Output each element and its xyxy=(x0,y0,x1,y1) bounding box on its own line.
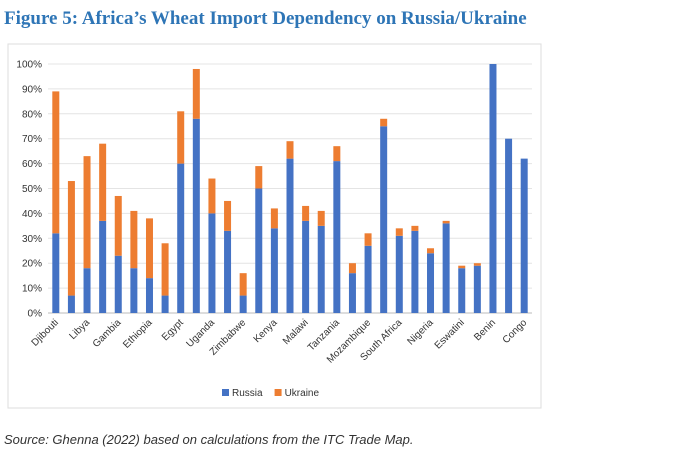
bar-segment xyxy=(130,268,138,313)
bar-segment xyxy=(348,273,356,313)
x-tick-label: Egypt xyxy=(160,317,186,343)
x-tick-label: Gambia xyxy=(91,317,124,350)
bar-segment xyxy=(489,64,497,313)
bar-segment xyxy=(192,118,200,313)
x-tick-label: Malawi xyxy=(281,317,311,347)
bar-segment xyxy=(520,158,528,313)
bar-segment xyxy=(224,200,232,231)
x-tick-label: Nigeria xyxy=(405,317,435,347)
source-note: Source: Ghenna (2022) based on calculati… xyxy=(4,432,413,447)
bar-segment xyxy=(442,223,450,313)
bar-segment xyxy=(286,158,294,313)
bar-segment xyxy=(161,295,169,313)
bar-segment xyxy=(333,161,341,313)
bar-segment xyxy=(270,208,278,229)
y-tick-label: 0% xyxy=(28,309,43,320)
bar-segment xyxy=(99,143,107,221)
legend-label: Ukraine xyxy=(285,388,320,399)
x-tick-label: Benin xyxy=(472,317,498,343)
legend-swatch xyxy=(222,389,229,396)
bar-segment xyxy=(505,138,513,313)
bar-segment xyxy=(177,163,185,313)
bar-segment xyxy=(83,156,91,269)
bar-segment xyxy=(442,220,450,224)
bar-segment xyxy=(239,295,247,313)
x-tick-label: Congo xyxy=(501,317,530,346)
y-tick-label: 40% xyxy=(22,209,42,220)
bar-segment xyxy=(208,178,216,214)
bar-segment xyxy=(270,228,278,313)
bar-segment xyxy=(395,228,403,236)
bar-segment xyxy=(427,253,435,313)
y-tick-label: 70% xyxy=(22,134,42,145)
bar-segment xyxy=(458,268,466,313)
bar-segment xyxy=(473,263,481,266)
x-tick-label: Ethiopia xyxy=(121,317,155,351)
bar-segment xyxy=(364,233,372,246)
y-tick-label: 80% xyxy=(22,109,42,120)
bar-segment xyxy=(302,220,310,313)
bar-segment xyxy=(255,188,263,313)
bar-segment xyxy=(286,141,294,159)
bar-segment xyxy=(161,243,169,296)
bar-segment xyxy=(145,278,153,313)
bar-segment xyxy=(67,295,75,313)
y-tick-label: 100% xyxy=(16,60,42,71)
bar-segment xyxy=(364,245,372,313)
y-tick-label: 50% xyxy=(22,184,42,195)
bar-segment xyxy=(302,205,310,221)
bar-segment xyxy=(348,263,356,274)
y-tick-label: 10% xyxy=(22,284,42,295)
bar-segment xyxy=(192,68,200,119)
bar-segment xyxy=(114,255,122,313)
y-tick-label: 90% xyxy=(22,84,42,95)
bar-segment xyxy=(114,195,122,256)
legend-swatch xyxy=(274,389,282,396)
bar-segment xyxy=(427,248,435,254)
legend-label: Russia xyxy=(232,388,263,399)
bar-segment xyxy=(239,273,247,296)
y-tick-label: 20% xyxy=(22,259,42,270)
bar-segment xyxy=(67,181,75,296)
bar-segment xyxy=(333,146,341,162)
bar-segment xyxy=(380,118,388,127)
bar-segment xyxy=(395,235,403,313)
bar-segment xyxy=(380,126,388,313)
bar-segment xyxy=(473,265,481,313)
bar-segment xyxy=(208,213,216,313)
bar-segment xyxy=(255,166,263,189)
bar-segment xyxy=(411,230,419,313)
chart-title: Figure 5: Africa’s Wheat Import Dependen… xyxy=(4,8,527,29)
bar-segment xyxy=(177,111,185,164)
bar-segment xyxy=(83,268,91,313)
x-tick-label: Libya xyxy=(67,317,92,342)
bar-segment xyxy=(145,218,153,279)
y-tick-label: 60% xyxy=(22,159,42,170)
y-tick-label: 30% xyxy=(22,234,42,245)
bar-segment xyxy=(317,210,325,226)
bar-segment xyxy=(224,230,232,313)
bar-segment xyxy=(411,225,419,231)
bar-segment xyxy=(99,220,107,313)
x-tick-label: Djibouti xyxy=(30,317,61,348)
bar-segment xyxy=(458,265,466,269)
bar-segment xyxy=(130,210,138,269)
bar-segment xyxy=(52,91,60,234)
x-tick-label: Kenya xyxy=(252,317,280,345)
chart-frame xyxy=(7,43,542,409)
x-tick-label: Eswatini xyxy=(433,317,467,351)
bar-segment xyxy=(317,225,325,313)
bar-segment xyxy=(52,233,60,313)
